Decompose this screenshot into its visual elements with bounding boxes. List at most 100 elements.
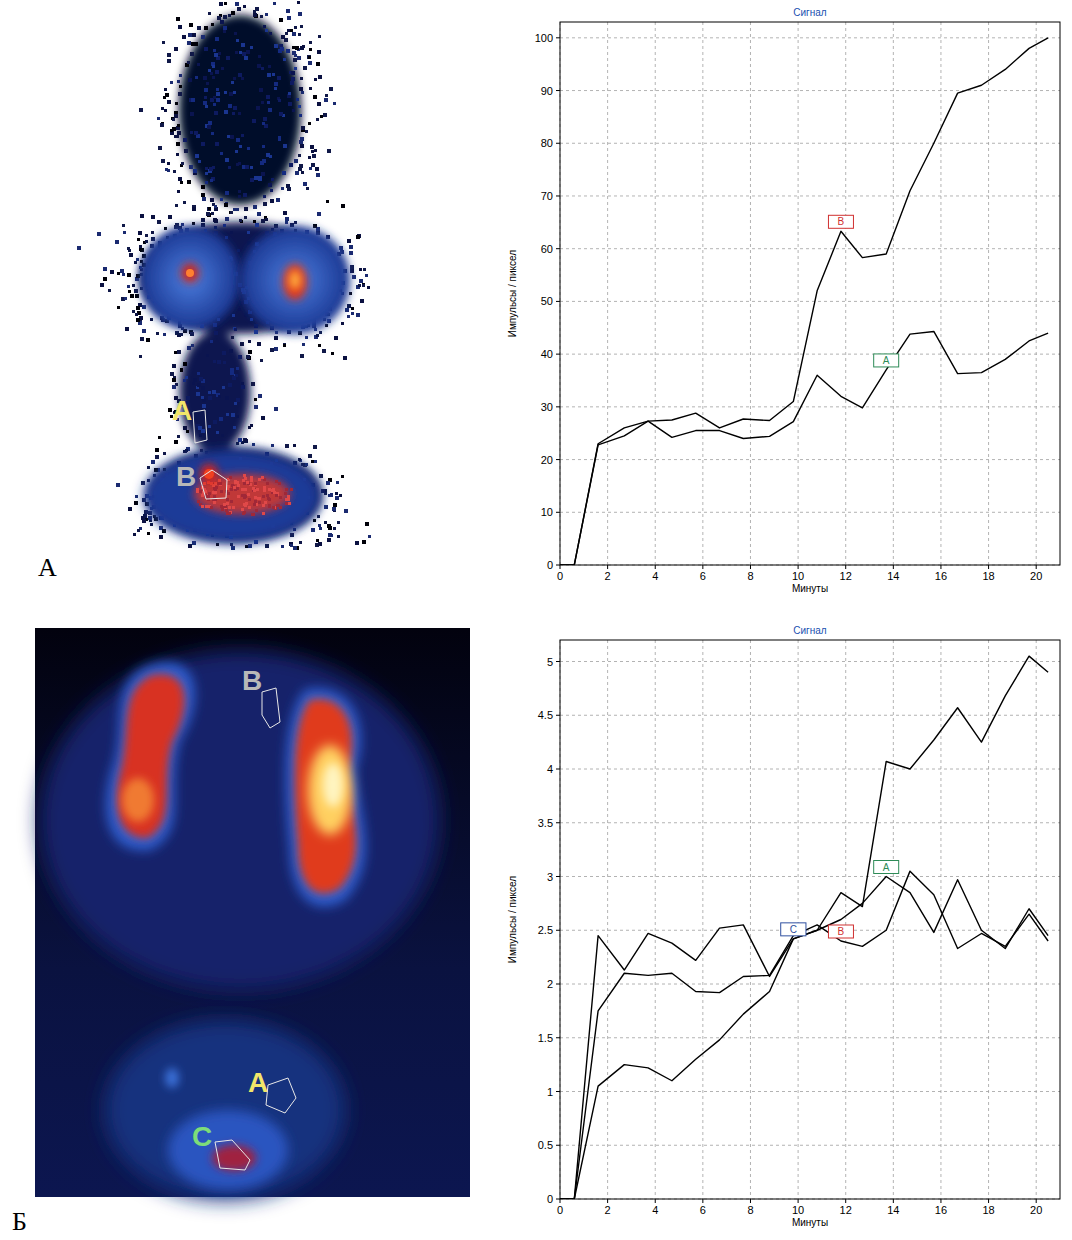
- tick: [556, 459, 560, 460]
- speckle: [115, 240, 119, 244]
- speckle: [132, 284, 135, 287]
- speckle: [125, 327, 129, 331]
- speckle: [175, 204, 178, 207]
- speckle: [267, 73, 271, 77]
- tick: [702, 565, 703, 569]
- speckle: [333, 102, 336, 105]
- series-line: [560, 871, 1048, 1199]
- speckle: [357, 234, 361, 238]
- speckle: [123, 231, 126, 234]
- speckle: [284, 492, 287, 495]
- speckle: [145, 240, 148, 243]
- speckle: [341, 204, 345, 208]
- speckle: [236, 398, 240, 402]
- speckle: [242, 512, 245, 515]
- speckle: [229, 211, 232, 214]
- speckle: [347, 315, 350, 318]
- hot-spot: [200, 464, 218, 484]
- grid-line: [702, 640, 703, 1199]
- series-label-box: [874, 354, 899, 367]
- tick-label: 10: [792, 1204, 804, 1216]
- speckle: [318, 524, 321, 527]
- tick: [798, 1199, 799, 1203]
- speckle: [331, 352, 334, 355]
- speckle: [274, 336, 278, 340]
- speckle: [293, 546, 297, 550]
- grid-line: [750, 22, 751, 565]
- data-lines: [560, 656, 1048, 1199]
- speckle: [201, 35, 205, 39]
- speckle: [273, 506, 276, 509]
- speckle: [265, 29, 268, 32]
- tick-label: 1.5: [538, 1032, 553, 1044]
- speckle: [246, 355, 250, 359]
- speckle: [141, 481, 145, 485]
- speckle: [208, 69, 211, 72]
- speckle: [237, 7, 241, 11]
- speckle: [274, 407, 278, 411]
- speckle: [233, 91, 236, 94]
- speckle: [189, 165, 193, 169]
- speckle: [147, 466, 150, 469]
- speckle: [303, 182, 307, 186]
- speckle: [254, 324, 258, 328]
- tick-label: 4: [547, 763, 553, 775]
- speckle: [272, 73, 275, 76]
- speckle: [238, 438, 242, 442]
- speckle: [265, 218, 268, 221]
- speckle: [252, 513, 255, 516]
- speckle: [237, 484, 240, 487]
- speckle: [255, 7, 259, 11]
- speckle: [135, 313, 138, 316]
- speckle: [257, 342, 261, 346]
- speckle: [136, 274, 140, 278]
- grid-line: [655, 640, 656, 1199]
- speckle: [267, 101, 270, 104]
- speckle: [300, 354, 304, 358]
- speckle: [192, 207, 196, 211]
- speckle: [250, 178, 254, 182]
- speckle: [341, 322, 344, 325]
- speckle: [250, 424, 253, 427]
- speckle: [224, 203, 228, 207]
- speckle: [236, 487, 239, 490]
- speckle: [257, 64, 261, 68]
- speckle: [231, 11, 235, 15]
- tick-label: 20: [541, 454, 553, 466]
- speckle: [190, 112, 194, 116]
- speckle: [268, 498, 271, 501]
- chart: 00.511.522.533.544.5502468101214161820Си…: [507, 625, 1060, 1228]
- speckle: [234, 32, 237, 35]
- speckle: [257, 497, 260, 500]
- speckle: [287, 498, 290, 501]
- speckle: [144, 510, 148, 514]
- speckle: [208, 492, 211, 495]
- speckle: [155, 455, 159, 459]
- grid-line: [988, 22, 989, 565]
- speckle: [187, 41, 191, 45]
- tick: [556, 354, 560, 355]
- speckle: [140, 337, 144, 341]
- speckle: [334, 336, 338, 340]
- speckle: [163, 333, 166, 336]
- tick-label: 4: [652, 1204, 658, 1216]
- speckle: [261, 476, 264, 479]
- series-line: [560, 877, 1048, 1200]
- speckle: [150, 523, 153, 526]
- speckle: [291, 71, 295, 75]
- grid-line: [893, 22, 894, 565]
- speckle: [201, 494, 204, 497]
- tick: [893, 1199, 894, 1203]
- speckle: [201, 386, 205, 390]
- speckle: [241, 494, 244, 497]
- speckle: [299, 87, 303, 91]
- speckle: [161, 107, 164, 110]
- tick: [750, 1199, 751, 1203]
- speckle: [308, 454, 312, 458]
- speckle: [175, 102, 178, 105]
- grid-line: [560, 1037, 1060, 1038]
- speckle: [213, 96, 216, 99]
- tick-label: 2: [605, 1204, 611, 1216]
- speckle: [174, 47, 178, 51]
- speckle: [213, 487, 216, 490]
